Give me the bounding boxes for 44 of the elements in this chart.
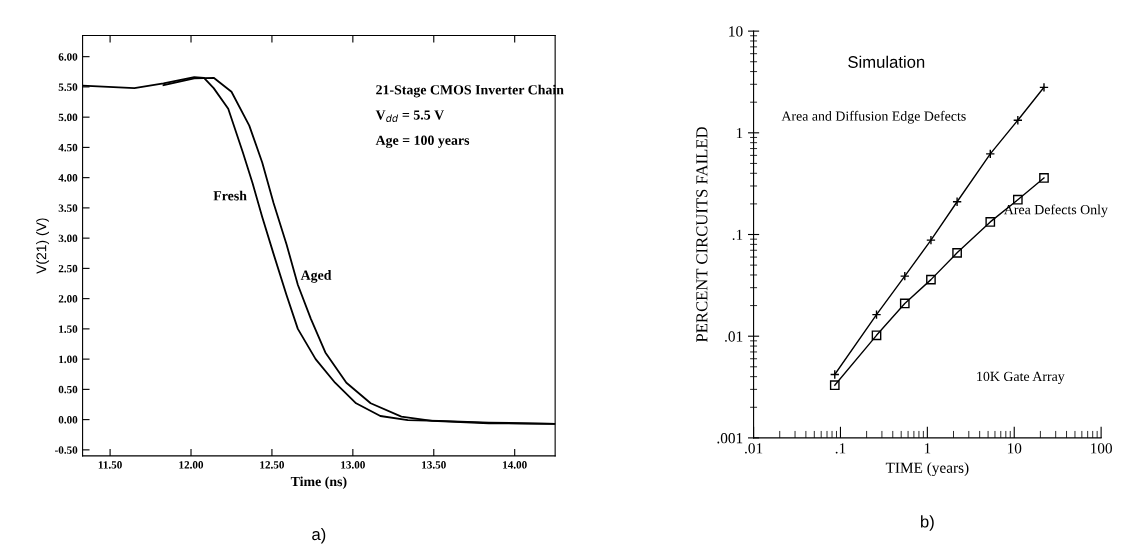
y-axis-title: V(21) (V) (36, 218, 50, 274)
annotation: Age = 100 years (375, 135, 470, 148)
y-tick-label: 0.50 (58, 385, 78, 394)
series-label: Fresh (213, 190, 247, 201)
text: a) (312, 527, 326, 544)
annotation: 10K Gate Array (977, 371, 1065, 384)
annotation: Simulation (848, 55, 925, 68)
y-tick-label: 5.00 (58, 113, 78, 122)
x-axis-title: Time (ns) (290, 476, 347, 489)
y-tick-label: 10 (729, 26, 743, 37)
annotation: V$_{dd}$ = 5.5 V (375, 110, 445, 122)
y-tick-label: 2.50 (58, 264, 78, 273)
text: Area and Diffusion Edge Defects (781, 110, 966, 124)
x-tick-label: 13.50 (422, 461, 446, 469)
y-tick-label: 4.00 (58, 174, 78, 182)
x-tick-label: .1 (835, 443, 846, 454)
y-tick-label: 1 (736, 128, 743, 139)
x-tick-label: 12.00 (179, 461, 204, 469)
x-tick-label: 14.00 (503, 461, 527, 469)
y-tick-label: .1 (732, 229, 743, 241)
y-tick-label: 0.00 (58, 416, 78, 424)
y-tick-label: .001 (717, 433, 743, 444)
y-axis-title: PERCENT CIRCUITS FAILED (696, 127, 708, 343)
y-tick-label: -0.50 (54, 446, 78, 454)
y-tick-label: 5.50 (58, 83, 78, 91)
x-tick-label: 13.00 (341, 461, 365, 469)
y-tick-label: 4.50 (58, 143, 78, 152)
x-tick-label: 12.50 (260, 461, 285, 469)
x-tick-label: 1 (924, 443, 931, 454)
y-tick-label: 2.00 (58, 295, 78, 303)
y-tick-label: 3.50 (58, 204, 78, 212)
x-tick-label: 100 (1091, 443, 1112, 454)
x-tick-label: 11.50 (98, 461, 122, 469)
x-tick-label: .01 (745, 443, 763, 454)
y-tick-label: .01 (725, 331, 743, 342)
y-tick-label: 3.00 (58, 234, 78, 243)
y-tick-label: 6.00 (58, 53, 78, 61)
x-tick-label: 10 (1007, 443, 1022, 454)
series-label: Area Defects Only (1003, 204, 1108, 218)
text: b) (921, 515, 934, 531)
y-tick-label: 1.50 (59, 325, 78, 333)
y-tick-label: 1.00 (59, 355, 78, 364)
series-label: Aged (300, 270, 332, 283)
x-axis-title: TIME (years) (885, 462, 969, 477)
